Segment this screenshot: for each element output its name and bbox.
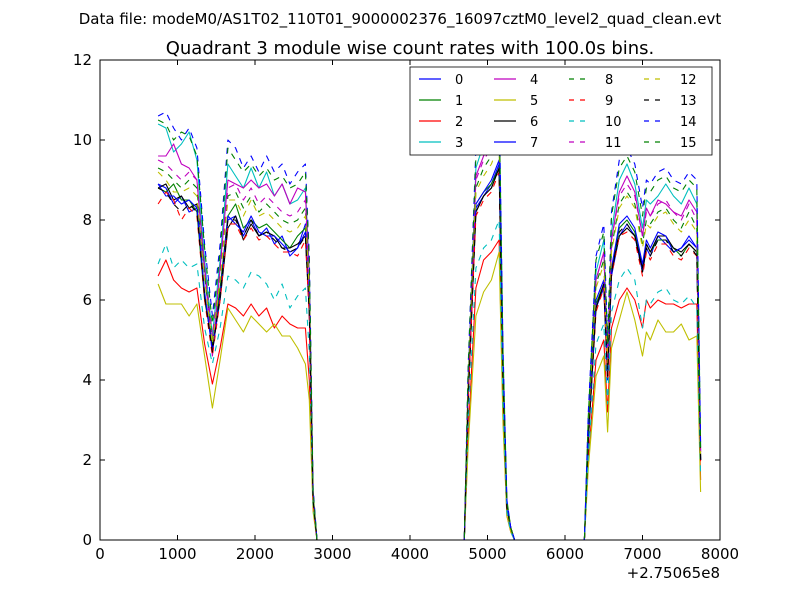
y-tick-label: 10 [73,131,92,149]
legend-label-8: 8 [605,73,613,88]
x-tick-label: 0 [95,545,105,563]
series-line-10 [157,219,702,540]
series-line-2 [157,239,702,540]
legend-label-6: 6 [530,115,538,130]
legend-label-15: 15 [680,136,697,151]
legend-label-2: 2 [455,115,463,130]
series-line-15 [157,103,702,540]
legend-label-13: 13 [680,94,697,109]
legend-frame [409,66,713,156]
y-tick-label: 6 [82,291,92,309]
legend-label-0: 0 [455,73,463,88]
series-line-12 [157,143,702,540]
x-tick-label: 8000 [701,545,739,563]
legend-label-1: 1 [455,94,463,109]
x-tick-label: 5000 [468,545,506,563]
y-tick-label: 4 [82,371,92,389]
legend-label-5: 5 [530,94,538,109]
legend-label-10: 10 [605,115,622,130]
series-line-3 [157,103,702,540]
series-line-4 [158,123,702,540]
legend-label-9: 9 [605,94,613,109]
x-tick-label: 3000 [313,545,351,563]
series-line-8 [157,135,702,540]
axis-ticks: 0 1000 2000 3000 4000 5000 6000 7000 80000246810… [73,51,739,563]
legend-label-7: 7 [530,136,538,151]
series-line-14 [157,95,702,540]
x-offset-label: +2.75065e8 [627,564,720,582]
plot-frame [99,59,721,541]
series-line-11 [157,127,702,540]
x-tick-label: 6000 [546,545,584,563]
x-tick-label: 2000 [236,545,274,563]
legend-label-3: 3 [455,136,463,151]
series-layer [157,95,702,540]
x-tick-label: 4000 [391,545,429,563]
series-line-6 [157,167,702,540]
y-tick-label: 8 [82,211,92,229]
legend-label-12: 12 [680,73,697,88]
chart-title: Quadrant 3 module wise count rates with … [166,38,655,59]
suptitle: Data file: modeM0/AS1T02_110T01_90000023… [79,10,722,29]
y-tick-label: 2 [82,451,92,469]
legend-label-14: 14 [680,115,697,130]
series-line-0 [157,163,702,540]
x-tick-label: 1000 [158,545,196,563]
series-line-5 [157,251,702,540]
x-tick-label: 7000 [623,545,661,563]
legend-label-4: 4 [530,73,538,88]
series-line-7 [157,159,702,540]
y-tick-label: 0 [82,531,92,549]
legend-label-11: 11 [605,136,622,151]
y-tick-label: 12 [73,51,92,69]
